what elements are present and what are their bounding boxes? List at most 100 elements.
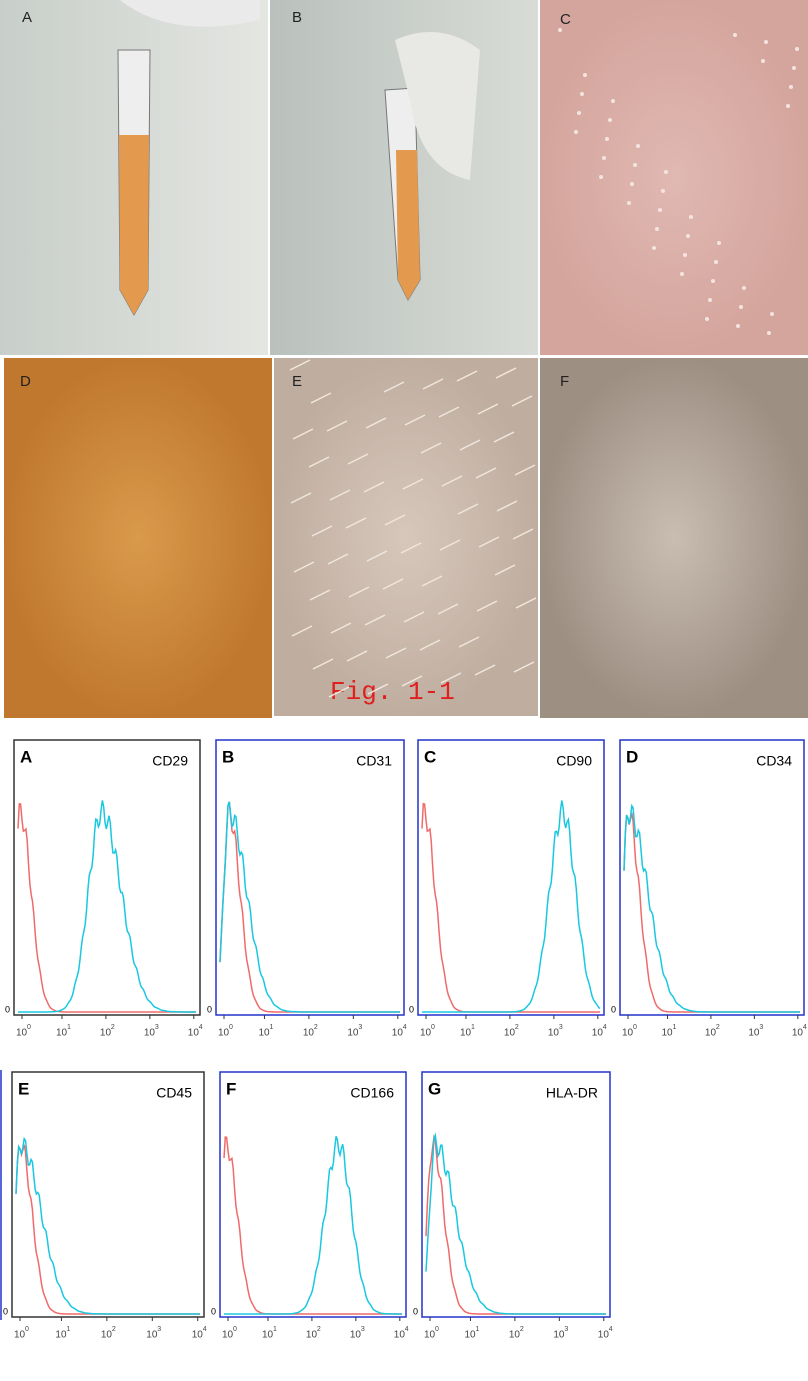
x-tick-label: 10 xyxy=(101,1330,113,1341)
x-tick-label: 10 xyxy=(303,1028,315,1039)
cell xyxy=(364,614,386,626)
marker-label: HLA-DR xyxy=(546,1085,598,1101)
x-tick-exponent: 1 xyxy=(269,1024,273,1031)
photo xyxy=(4,358,272,718)
cell xyxy=(736,324,740,328)
cell xyxy=(705,317,709,321)
cell xyxy=(611,99,615,103)
plot-frame xyxy=(421,1071,611,1318)
x-tick-exponent: 1 xyxy=(672,1024,676,1031)
x-tick-exponent: 2 xyxy=(716,1024,720,1031)
x-tick-label: 10 xyxy=(144,1028,156,1039)
panel-label: E xyxy=(18,1079,29,1098)
histogram-curve xyxy=(623,812,800,1013)
cell xyxy=(403,611,425,623)
x-tick-label: 10 xyxy=(509,1330,521,1341)
cell xyxy=(308,456,330,468)
x-tick-exponent: 0 xyxy=(633,1024,637,1031)
histogram-curve xyxy=(219,801,400,1013)
x-tick-label: 10 xyxy=(222,1330,234,1341)
x-tick-label: 10 xyxy=(100,1028,112,1039)
x-tick-label: 10 xyxy=(350,1330,362,1341)
x-tick-exponent: 2 xyxy=(317,1326,321,1333)
cell xyxy=(309,589,331,601)
cell xyxy=(655,227,659,231)
cell xyxy=(661,189,665,193)
x-tick-label: 10 xyxy=(460,1028,472,1039)
cell xyxy=(293,561,315,573)
marker-label: CD34 xyxy=(756,753,792,769)
cell xyxy=(478,536,500,548)
cell xyxy=(708,298,712,302)
x-tick-exponent: 1 xyxy=(66,1326,70,1333)
zero-label: 0 xyxy=(413,1306,418,1316)
x-tick-exponent: 3 xyxy=(361,1326,365,1333)
marker-label: CD45 xyxy=(156,1085,192,1101)
x-tick-label: 10 xyxy=(661,1028,673,1039)
x-tick-label: 10 xyxy=(347,1028,359,1039)
x-tick-label: 10 xyxy=(622,1028,634,1039)
cell xyxy=(574,130,578,134)
marker-label: CD31 xyxy=(356,753,392,769)
cell xyxy=(717,241,721,245)
x-tick-exponent: 4 xyxy=(403,1024,407,1031)
x-tick-label: 10 xyxy=(420,1028,432,1039)
photo xyxy=(540,358,808,718)
cell xyxy=(401,675,423,687)
x-tick-label: 10 xyxy=(394,1330,406,1341)
x-tick-exponent: 2 xyxy=(314,1024,318,1031)
cell xyxy=(515,597,537,609)
cell xyxy=(366,550,388,562)
histogram-curve xyxy=(224,1136,402,1315)
cell xyxy=(511,395,533,407)
cell xyxy=(633,163,637,167)
histogram-curve xyxy=(623,803,800,1013)
histogram-curve xyxy=(15,1136,200,1315)
photo xyxy=(274,358,538,716)
panel-label: D xyxy=(626,747,638,766)
cell xyxy=(636,144,640,148)
x-tick-label: 10 xyxy=(55,1330,67,1341)
cell xyxy=(437,603,459,615)
x-tick-label: 10 xyxy=(504,1028,516,1039)
cell xyxy=(419,639,441,651)
cell xyxy=(495,367,517,379)
x-tick-exponent: 4 xyxy=(609,1326,613,1333)
zero-label: 0 xyxy=(3,1306,8,1316)
histogram-curve xyxy=(421,802,600,1013)
cell xyxy=(345,517,367,529)
x-tick-label: 10 xyxy=(705,1028,717,1039)
x-tick-label: 10 xyxy=(56,1028,68,1039)
cell xyxy=(475,467,497,479)
x-tick-exponent: 1 xyxy=(67,1024,71,1031)
cell xyxy=(577,111,581,115)
x-tick-label: 10 xyxy=(553,1330,565,1341)
photo-label: D xyxy=(20,373,31,390)
panel-label: B xyxy=(222,747,234,766)
panel-label: F xyxy=(226,1079,236,1098)
histogram-curve xyxy=(15,1144,200,1315)
cell xyxy=(686,234,690,238)
cell xyxy=(742,286,746,290)
plot-frame xyxy=(13,739,201,1016)
cell xyxy=(441,475,463,487)
cell xyxy=(711,279,715,283)
x-tick-exponent: 1 xyxy=(273,1326,277,1333)
x-tick-exponent: 3 xyxy=(564,1326,568,1333)
cell xyxy=(347,453,369,465)
tube-liquid xyxy=(396,150,420,300)
x-tick-exponent: 1 xyxy=(475,1326,479,1333)
x-tick-label: 10 xyxy=(192,1330,204,1341)
cell xyxy=(459,439,481,451)
plot-frame xyxy=(619,739,805,1016)
histogram-curve xyxy=(425,1132,606,1315)
cell xyxy=(496,500,518,512)
cell xyxy=(627,201,631,205)
cell xyxy=(605,137,609,141)
cell xyxy=(739,305,743,309)
photo-grid: Fig. 1-1 xyxy=(0,0,808,718)
x-tick-label: 10 xyxy=(16,1028,28,1039)
cell xyxy=(767,331,771,335)
cell xyxy=(494,564,516,576)
x-tick-exponent: 2 xyxy=(111,1024,115,1031)
